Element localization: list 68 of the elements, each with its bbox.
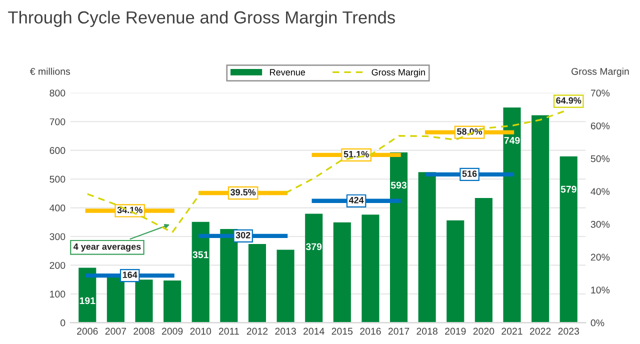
legend-label: Gross Margin: [372, 68, 425, 78]
bar: [305, 214, 323, 323]
bar: [164, 280, 182, 323]
data-label: 379: [306, 243, 322, 250]
bar: [362, 214, 380, 323]
y-tick-label: 800: [50, 90, 66, 96]
y2-tick-label: 20%: [590, 254, 610, 261]
x-tick-label: 2021: [502, 328, 522, 335]
x-tick-label: 2020: [473, 328, 494, 335]
x-tick-label: 2011: [218, 328, 239, 335]
y-tick-label: 600: [50, 147, 66, 154]
y2-tick-label: 0%: [590, 319, 604, 326]
y2-tick-label: 70%: [590, 90, 610, 96]
bar: [503, 108, 521, 323]
x-tick-label: 2008: [134, 328, 154, 335]
y-tick-label: 100: [50, 290, 66, 298]
data-label: 593: [390, 182, 407, 189]
x-tick-label: 2014: [304, 328, 324, 335]
x-tick-label: 2012: [246, 328, 268, 335]
x-tick-label: 2010: [190, 328, 212, 335]
bar: [248, 244, 266, 323]
y-tick-label: 200: [50, 262, 66, 269]
data-label: 64.9%: [556, 97, 582, 104]
bar: [390, 152, 408, 323]
chart-title: Through Cycle Revenue and Gross Margin Trends: [8, 10, 395, 28]
x-tick-label: 2018: [416, 328, 438, 335]
y-tick-label: 400: [50, 204, 66, 212]
annotation: 4 year averages: [73, 244, 141, 252]
bar: [192, 222, 210, 323]
bar: [474, 198, 492, 323]
data-label: 749: [504, 136, 520, 144]
y2-tick-label: 50%: [590, 155, 610, 162]
bar: [418, 172, 436, 323]
bar: [560, 156, 578, 323]
y2-tick-label: 60%: [590, 122, 610, 130]
y-tick-label: 700: [50, 118, 66, 126]
x-tick-label: 2022: [530, 328, 551, 335]
y2-tick-label: 10%: [591, 286, 610, 294]
data-label: 302: [236, 232, 250, 238]
y-tick-label: 500: [50, 176, 66, 183]
x-tick-label: 2013: [275, 328, 296, 335]
data-label: 579: [560, 186, 576, 193]
data-label: 164: [122, 272, 138, 278]
bar: [135, 280, 153, 323]
x-tick-label: 2009: [162, 328, 183, 335]
y-tick-label: 300: [50, 233, 66, 240]
bar: [333, 222, 351, 323]
y2-tick-label: 40%: [590, 188, 610, 195]
data-label: 424: [348, 196, 364, 204]
x-tick-label: 2019: [445, 328, 466, 335]
legend-label: Revenue: [270, 69, 306, 76]
x-tick-label: 2006: [77, 328, 98, 335]
y-tick-label: 0: [60, 319, 66, 326]
data-label: 516: [462, 170, 477, 177]
x-tick-label: 2015: [332, 328, 353, 335]
data-label: 351: [192, 251, 208, 258]
bar: [276, 250, 294, 323]
x-tick-label: 2016: [360, 328, 381, 335]
y2-axis-title: Gross Margin: [572, 68, 629, 77]
x-tick-label: 2023: [558, 328, 580, 335]
bar: [446, 220, 464, 323]
x-tick-label: 2017: [388, 328, 410, 335]
y-axis-title: € millions: [30, 68, 70, 75]
data-label: 191: [80, 297, 96, 304]
x-tick-label: 2007: [105, 328, 126, 335]
y2-tick-label: 30%: [590, 220, 610, 228]
bar: [532, 115, 550, 323]
data-label: 39.5%: [230, 189, 256, 196]
